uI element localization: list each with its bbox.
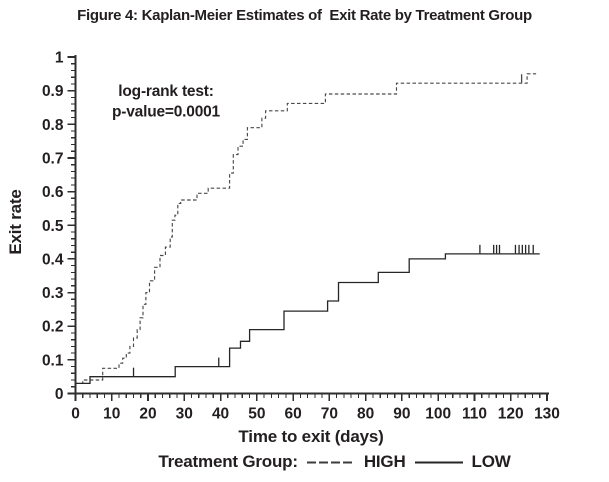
y-tick-label: 0.7 bbox=[42, 150, 64, 167]
y-tick-label: 0.8 bbox=[42, 117, 64, 134]
legend-entry-high: HIGH bbox=[363, 452, 406, 471]
x-tick-label: 100 bbox=[425, 406, 451, 423]
y-tick-label: 0.4 bbox=[42, 251, 64, 268]
x-tick-label: 80 bbox=[357, 406, 374, 423]
legend-prefix-label: Treatment Group: bbox=[158, 452, 298, 471]
x-tick-label: 70 bbox=[321, 406, 338, 423]
figure-title: Figure 4: Kaplan-Meier Estimates of Exit… bbox=[77, 7, 532, 24]
x-tick-label: 50 bbox=[248, 406, 265, 423]
x-tick-label: 30 bbox=[176, 406, 193, 423]
km-curve-high bbox=[75, 73, 537, 384]
x-tick-label: 60 bbox=[284, 406, 301, 423]
y-tick-label: 0.2 bbox=[42, 319, 64, 336]
x-tick-label: 120 bbox=[498, 406, 524, 423]
annotation-log-rank: log-rank test: p-value=0.0001 bbox=[112, 83, 221, 121]
y-tick-label: 0.6 bbox=[42, 184, 64, 201]
km-curve-low bbox=[75, 253, 540, 385]
x-tick-label: 110 bbox=[462, 406, 487, 423]
x-tick-label: 10 bbox=[103, 406, 120, 423]
x-tick-label: 90 bbox=[393, 406, 410, 423]
annotation-line: log-rank test: bbox=[118, 83, 213, 100]
series-high bbox=[75, 73, 537, 384]
y-tick-label: 0.1 bbox=[42, 352, 64, 369]
legend-low-line-sample bbox=[414, 461, 463, 464]
y-tick-label: 0.3 bbox=[42, 285, 64, 302]
y-tick-label: 0 bbox=[55, 386, 64, 403]
legend-entry-low: LOW bbox=[471, 452, 511, 471]
axes bbox=[67, 55, 549, 401]
x-tick-label: 0 bbox=[71, 406, 80, 423]
x-tick-label: 130 bbox=[534, 406, 560, 423]
legend: Treatment Group: HIGH LOW bbox=[30, 452, 609, 472]
legend-high-line-sample bbox=[306, 461, 355, 464]
x-axis-title: Time to exit (days) bbox=[238, 427, 384, 446]
series-low bbox=[75, 244, 540, 385]
y-tick-label: 0.9 bbox=[42, 83, 64, 100]
y-tick-label: 1 bbox=[55, 50, 64, 67]
y-tick-label: 0.5 bbox=[42, 218, 64, 235]
x-tick-label: 20 bbox=[139, 406, 156, 423]
x-tick-label: 40 bbox=[212, 406, 229, 423]
annotation-line: p-value=0.0001 bbox=[112, 104, 221, 121]
